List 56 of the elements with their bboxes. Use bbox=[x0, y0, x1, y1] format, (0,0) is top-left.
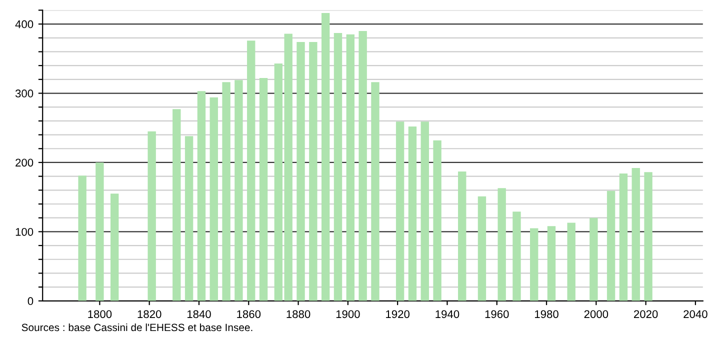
bar bbox=[408, 126, 417, 301]
bar bbox=[458, 171, 466, 301]
x-tick-label: 1860 bbox=[237, 310, 261, 318]
bar bbox=[547, 226, 556, 301]
x-tick-label: 1940 bbox=[436, 310, 460, 318]
bar bbox=[590, 218, 598, 301]
bar bbox=[644, 172, 652, 301]
bar bbox=[478, 196, 486, 301]
bar bbox=[567, 222, 576, 301]
y-tick-label: 400 bbox=[15, 20, 34, 28]
bar bbox=[247, 40, 256, 301]
bar bbox=[420, 122, 429, 301]
bar bbox=[197, 91, 206, 301]
bar bbox=[78, 176, 86, 301]
bar bbox=[309, 42, 318, 301]
bar bbox=[321, 12, 330, 301]
bar bbox=[433, 140, 442, 301]
bar bbox=[334, 33, 342, 301]
x-tick-label: 1800 bbox=[88, 310, 112, 318]
bar bbox=[396, 122, 404, 301]
bar bbox=[259, 78, 268, 301]
bar bbox=[222, 82, 230, 301]
x-tick-label: 1960 bbox=[485, 310, 509, 318]
x-tick-label: 2020 bbox=[634, 310, 658, 318]
y-tick-label: 300 bbox=[15, 90, 34, 98]
x-tick-label: 1980 bbox=[535, 310, 558, 318]
bar bbox=[110, 194, 119, 301]
x-tick-label: 1880 bbox=[286, 310, 310, 318]
bar bbox=[632, 168, 640, 301]
bar bbox=[606, 190, 616, 301]
y-tick-label: 100 bbox=[16, 228, 34, 236]
bar bbox=[530, 228, 538, 301]
bar bbox=[358, 30, 367, 301]
source-note: Sources : base Cassini de l'EHESS et base Insee. bbox=[22, 323, 252, 332]
bar bbox=[96, 162, 104, 301]
bar bbox=[296, 42, 305, 301]
bar bbox=[274, 63, 283, 301]
bar bbox=[346, 34, 355, 301]
bar bbox=[184, 136, 194, 301]
y-tick-label: 0 bbox=[28, 297, 34, 306]
x-tick-label: 2040 bbox=[684, 310, 708, 318]
bar bbox=[284, 34, 292, 301]
bar bbox=[210, 97, 218, 301]
x-tick-label: 1920 bbox=[386, 310, 410, 318]
bar bbox=[498, 188, 506, 301]
x-tick-label: 1900 bbox=[336, 310, 360, 318]
x-tick-label: 2000 bbox=[584, 310, 608, 318]
bar bbox=[512, 212, 521, 301]
x-tick-label: 1840 bbox=[187, 310, 211, 318]
x-tick-label: 1820 bbox=[138, 310, 162, 318]
bar bbox=[371, 82, 380, 301]
bar bbox=[619, 174, 628, 301]
y-tick-label: 200 bbox=[16, 158, 34, 167]
bar bbox=[148, 131, 156, 301]
bar bbox=[234, 80, 243, 301]
bar bbox=[172, 109, 181, 301]
